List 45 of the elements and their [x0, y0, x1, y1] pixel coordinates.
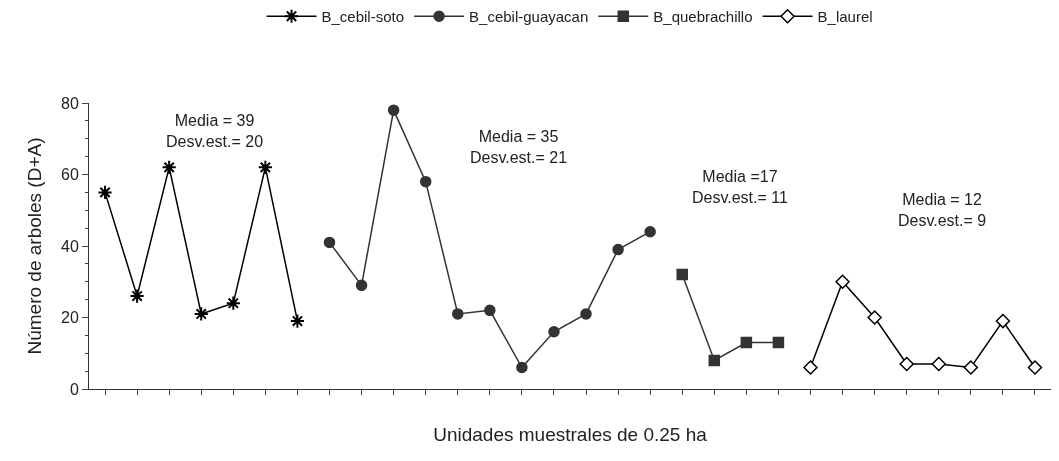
point [835, 274, 850, 289]
point [548, 326, 560, 338]
point [580, 308, 592, 320]
annotation: Media = 35 Desv.est.= 21 [470, 128, 568, 166]
point [289, 313, 306, 329]
annotation: Media = 39 Desv.est.= 20 [166, 112, 264, 150]
point [452, 308, 464, 320]
point [355, 279, 368, 292]
point [708, 354, 721, 367]
annotation: Media = 12 Desv.est.= 9 [898, 191, 987, 229]
point [644, 225, 656, 238]
point [225, 295, 241, 311]
y-tick-label: 40 [61, 237, 79, 255]
x-axis-title: Unidades muestrales de 0.25 ha [433, 424, 708, 445]
legend-label: B_laurel [817, 8, 873, 26]
y-tick-label: 80 [61, 94, 79, 112]
point [963, 360, 979, 375]
point [612, 243, 624, 256]
point [387, 104, 400, 116]
legend-label: B_cebil-guayacan [469, 8, 589, 26]
point [323, 236, 336, 249]
y-tick-label: 20 [61, 309, 79, 327]
point [484, 304, 496, 317]
point [257, 159, 273, 175]
point [1027, 360, 1043, 375]
point [740, 336, 753, 349]
point [772, 336, 785, 349]
point [931, 356, 947, 372]
y-axis-title: Número de arboles (D+A) [24, 137, 45, 355]
point [193, 306, 209, 322]
point [995, 313, 1011, 329]
y-tick-label: 0 [69, 380, 79, 398]
point [899, 356, 914, 372]
y-tick-label: 60 [61, 166, 79, 184]
legend-label: B_cebil-soto [321, 8, 405, 26]
point [419, 175, 432, 188]
annotation: Media =17 Desv.est.= 11 [692, 168, 788, 206]
point [867, 310, 882, 325]
legend-label: B_quebrachillo [653, 8, 753, 26]
point [516, 361, 528, 374]
point [129, 288, 145, 304]
point [676, 268, 688, 281]
point [97, 184, 113, 200]
point [803, 360, 818, 375]
point [161, 159, 177, 175]
